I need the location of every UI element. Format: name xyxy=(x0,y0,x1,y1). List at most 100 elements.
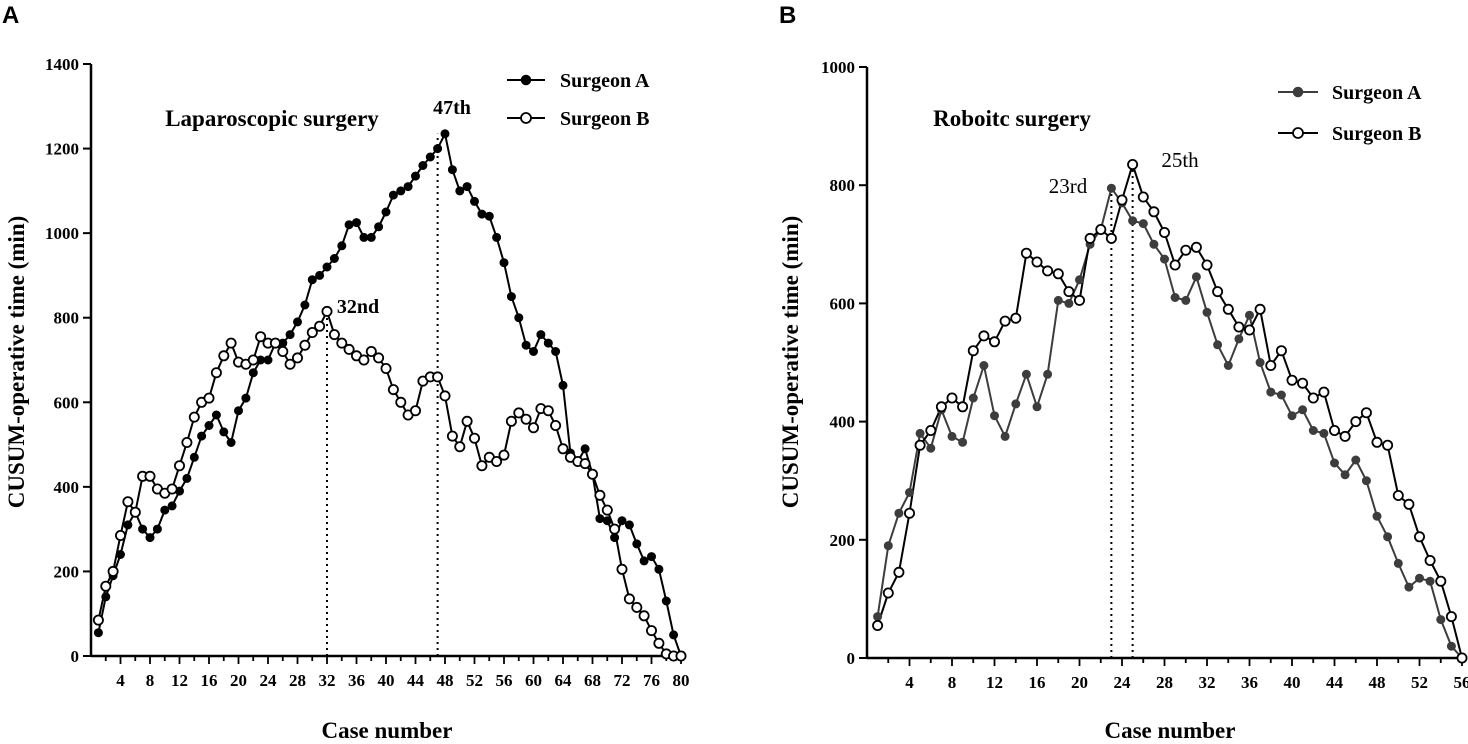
data-point-surgeon-b xyxy=(439,390,451,402)
data-point-surgeon-b xyxy=(188,411,200,423)
legend-label-surgeon-a: Surgeon A xyxy=(560,70,650,92)
data-point-surgeon-a xyxy=(293,317,302,327)
panel-a-letter: A xyxy=(2,2,19,29)
data-point-surgeon-b xyxy=(999,315,1011,327)
data-point-surgeon-a xyxy=(580,444,590,454)
data-point-surgeon-a xyxy=(477,209,487,219)
annotation-32nd: 32nd xyxy=(337,296,379,318)
panel-a-x-tick-label: 16 xyxy=(201,671,218,690)
panel-b-x-tick-label: 40 xyxy=(1284,673,1301,692)
data-point-surgeon-b xyxy=(1074,294,1086,306)
data-point-surgeon-a xyxy=(234,406,243,416)
data-point-surgeon-a xyxy=(661,596,671,606)
data-point-surgeon-b xyxy=(1116,194,1128,206)
data-point-surgeon-a xyxy=(521,340,531,350)
data-point-surgeon-a xyxy=(93,628,103,638)
data-point-surgeon-a xyxy=(418,161,428,170)
data-point-surgeon-a xyxy=(219,427,229,437)
panel-b-x-tick-label: 8 xyxy=(948,673,957,692)
data-point-surgeon-a xyxy=(1404,582,1414,592)
panel-b-x-tick-label: 48 xyxy=(1369,673,1386,692)
data-point-surgeon-b xyxy=(1445,611,1457,623)
data-point-surgeon-a xyxy=(1340,470,1350,480)
data-point-surgeon-b xyxy=(461,415,473,427)
data-point-surgeon-b xyxy=(387,384,399,396)
data-point-surgeon-b xyxy=(1159,226,1171,238)
panel-a-annotations: 47th 32nd xyxy=(337,97,471,318)
data-point-surgeon-a xyxy=(968,393,978,403)
data-point-surgeon-b xyxy=(306,326,318,338)
data-point-surgeon-a xyxy=(101,592,111,602)
data-point-surgeon-b xyxy=(1265,359,1277,371)
panel-b-y-tick-label: 400 xyxy=(830,413,856,432)
panel-b-guide-lines xyxy=(1110,164,1134,658)
data-point-surgeon-a xyxy=(1191,272,1201,282)
panel-b-y-tick-label: 200 xyxy=(830,531,856,550)
panel-b-x-tick-label: 4 xyxy=(905,673,914,692)
data-point-surgeon-a xyxy=(873,612,883,622)
data-point-surgeon-a xyxy=(979,361,989,370)
data-point-surgeon-a xyxy=(529,347,538,356)
data-point-surgeon-b xyxy=(432,371,444,383)
data-point-surgeon-a xyxy=(558,380,568,390)
panel-a-y-tick-label: 1400 xyxy=(45,55,79,74)
data-point-surgeon-a xyxy=(624,520,634,530)
data-point-surgeon-b xyxy=(328,329,340,341)
data-point-surgeon-b xyxy=(321,305,333,317)
panel-b-x-axis-title: Case number xyxy=(1105,718,1236,743)
data-point-surgeon-b xyxy=(957,401,969,413)
data-point-surgeon-b xyxy=(882,587,894,599)
data-point-surgeon-a xyxy=(241,393,251,403)
data-point-surgeon-a xyxy=(1393,558,1403,568)
data-point-surgeon-a xyxy=(138,524,148,534)
data-point-surgeon-a xyxy=(654,564,664,574)
data-point-surgeon-b xyxy=(1137,191,1149,203)
data-point-surgeon-b xyxy=(343,343,355,355)
panel-a-x-tick-label: 48 xyxy=(437,671,454,690)
data-point-surgeon-b xyxy=(505,415,517,427)
data-point-surgeon-a xyxy=(329,254,339,263)
panel-b-chart-title: Roboitc surgery xyxy=(933,106,1091,131)
data-point-surgeon-a xyxy=(1202,307,1212,317)
data-point-surgeon-a xyxy=(307,275,317,285)
panel-a-y-tick-label: 600 xyxy=(54,393,80,412)
data-point-surgeon-b xyxy=(129,506,141,518)
panel-a-x-tick-label: 32 xyxy=(319,671,336,690)
data-point-surgeon-b xyxy=(542,405,554,417)
data-point-surgeon-b xyxy=(967,345,979,357)
data-point-surgeon-b xyxy=(1031,256,1043,268)
data-point-surgeon-a xyxy=(492,232,502,242)
data-point-surgeon-b xyxy=(1010,312,1022,324)
data-point-surgeon-a xyxy=(905,488,914,497)
data-point-surgeon-a xyxy=(499,258,509,268)
data-point-surgeon-a xyxy=(167,501,177,511)
legend-label-surgeon-a: Surgeon A xyxy=(1332,82,1422,104)
data-point-surgeon-a xyxy=(1011,399,1021,409)
data-point-surgeon-a xyxy=(204,421,214,430)
data-point-surgeon-b xyxy=(210,367,222,379)
data-point-surgeon-b xyxy=(491,455,503,467)
data-point-surgeon-b xyxy=(1392,489,1404,501)
data-point-surgeon-a xyxy=(536,330,546,340)
data-point-surgeon-a xyxy=(1043,369,1053,379)
data-point-surgeon-a xyxy=(1032,402,1042,412)
legend-marker-surgeon-b xyxy=(520,112,532,124)
legend-marker-surgeon-b xyxy=(1292,127,1304,139)
panel-b-x-tick-label: 44 xyxy=(1326,673,1344,692)
data-point-surgeon-b xyxy=(1222,303,1234,315)
data-point-surgeon-b xyxy=(1297,377,1309,389)
data-point-surgeon-b xyxy=(946,392,958,404)
data-point-surgeon-a xyxy=(610,533,620,543)
series-line-surgeon-a xyxy=(876,187,1463,659)
panel-b-x-tick-label: 32 xyxy=(1199,673,1216,692)
panel-a-x-tick-label: 80 xyxy=(673,671,690,690)
data-point-surgeon-b xyxy=(925,424,937,436)
data-point-surgeon-a xyxy=(388,190,398,200)
data-point-surgeon-b xyxy=(1435,575,1447,587)
data-point-surgeon-a xyxy=(211,410,221,420)
data-point-surgeon-b xyxy=(1169,259,1181,271)
panel-a-y-tick-label: 1000 xyxy=(45,224,79,243)
data-point-surgeon-a xyxy=(1160,254,1169,264)
panel-a-x-tick-label: 8 xyxy=(146,671,155,690)
